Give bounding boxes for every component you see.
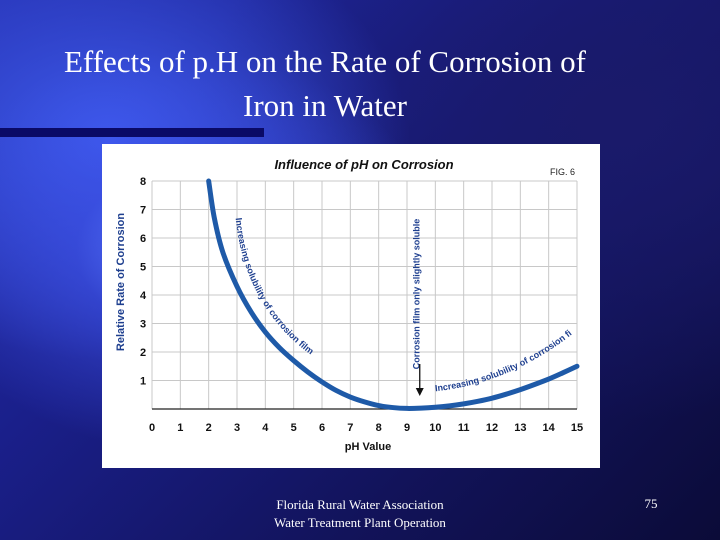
x-tick-label: 13 — [514, 422, 526, 434]
footer-line-2: Water Treatment Plant Operation — [274, 515, 446, 530]
chart-panel: 0 1 2 3 4 5 6 7 8 9 10 11 12 13 14 15 1 2 3 4 5 6 7 8 Influence … — [102, 144, 600, 468]
x-tick-label: 2 — [206, 422, 212, 434]
x-tick-label: 7 — [347, 422, 353, 434]
x-tick-label: 3 — [234, 422, 240, 434]
figure-label: FIG. 6 — [550, 167, 575, 177]
y-tick-label: 2 — [140, 347, 146, 359]
x-tick-label: 10 — [429, 422, 441, 434]
slide-footer: Florida Rural Water Association Water Tr… — [210, 496, 510, 532]
y-tick-label: 8 — [140, 176, 146, 188]
x-tick-label: 15 — [571, 422, 583, 434]
y-tick-label: 6 — [140, 233, 146, 245]
x-tick-label: 9 — [404, 422, 410, 434]
y-tick-label: 5 — [140, 262, 146, 274]
y-tick-label: 7 — [140, 205, 146, 217]
slide-title-line-1: Effects of p.H on the Rate of Corrosion … — [63, 44, 586, 79]
x-tick-label: 5 — [291, 422, 297, 434]
x-axis-label: pH Value — [345, 441, 391, 453]
y-tick-label: 4 — [140, 290, 147, 302]
slide-title-line-2: Iron in Water — [243, 88, 407, 123]
x-tick-label: 4 — [262, 422, 269, 434]
x-tick-label: 12 — [486, 422, 498, 434]
annotation-arrow-head — [415, 388, 424, 396]
annotation-slightly-soluble: Corrosion film only slightly soluble — [411, 219, 421, 370]
x-tick-label: 0 — [149, 422, 155, 434]
slide-title: Effects of p.H on the Rate of Corrosion … — [0, 40, 650, 128]
y-tick-label: 1 — [140, 376, 146, 388]
y-tick-label: 3 — [140, 319, 146, 331]
chart-title: Influence of pH on Corrosion — [274, 157, 453, 172]
x-tick-label: 14 — [543, 422, 556, 434]
x-tick-label: 11 — [458, 422, 470, 434]
x-tick-label: 8 — [376, 422, 382, 434]
title-underline-bar — [0, 128, 264, 137]
y-axis-label: Relative Rate of Corrosion — [115, 213, 127, 351]
footer-line-1: Florida Rural Water Association — [276, 497, 444, 512]
corrosion-curve — [206, 178, 580, 411]
page-number: 75 — [644, 496, 658, 511]
x-tick-label: 6 — [319, 422, 325, 434]
corrosion-chart: 0 1 2 3 4 5 6 7 8 9 10 11 12 13 14 1512345678Influence … — [102, 144, 583, 453]
x-tick-label: 1 — [177, 422, 183, 434]
